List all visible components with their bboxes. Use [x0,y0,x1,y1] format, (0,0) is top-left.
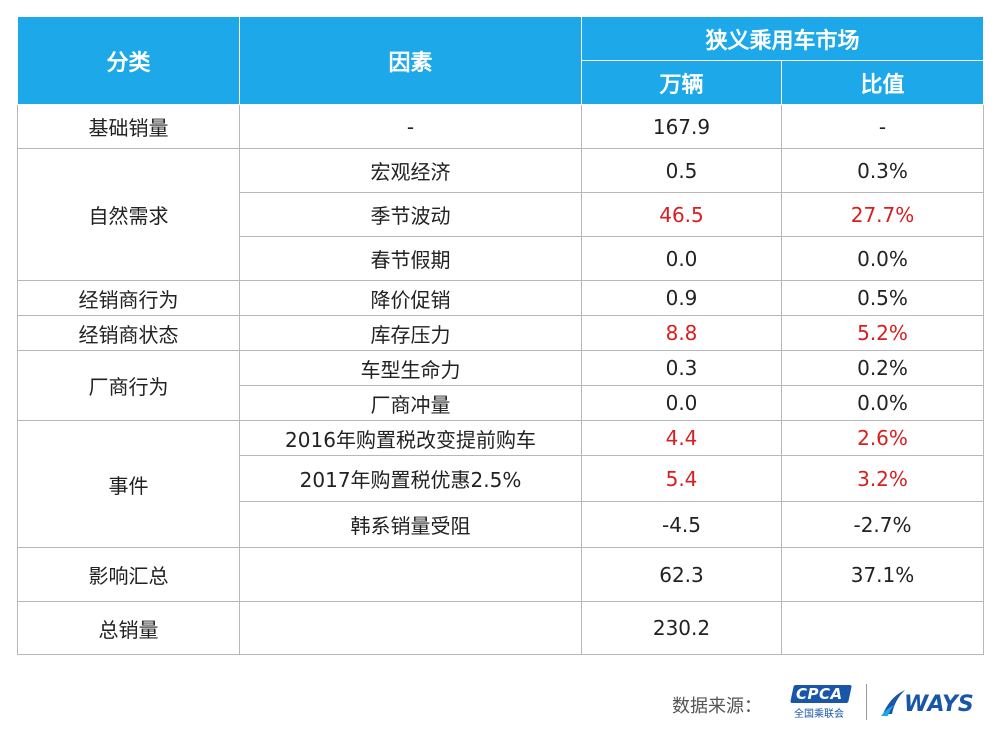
logo-divider [866,684,867,720]
factor-cell: 车型生命力 [239,350,582,386]
factor-cell: 厂商冲量 [239,385,582,421]
header-category: 分类 [17,16,240,105]
units-cell: -4.5 [581,501,782,548]
ways-logo: WAYS [880,684,980,720]
table-row: 经销商状态 库存压力 8.8 5.2% [17,315,985,351]
ratio-cell: 0.3% [780,148,985,193]
category-cell: 经销商状态 [17,315,240,351]
table-row: 2017年购置税优惠2.5% 5.4 3.2% [18,455,985,502]
factor-cell: 降价促销 [239,280,582,316]
table-row: 总销量 230.2 [17,601,985,655]
units-cell: 5.4 [581,455,782,502]
table-row: 季节波动 46.5 27.7% [18,192,985,237]
header-ratio: 比值 [780,60,985,105]
cpca-logo-text: CPCA [796,685,843,703]
cpca-logo: CPCA 全国乘联会 [790,685,852,720]
source-footer: 数据来源： CPCA 全国乘联会 WAYS [0,680,1000,730]
factor-cell [239,601,582,655]
factor-cell: 宏观经济 [239,148,582,193]
units-cell: 0.0 [581,236,782,281]
ratio-cell: - [780,104,985,149]
factor-cell: 季节波动 [239,192,582,237]
units-cell: 8.8 [581,315,782,351]
category-cell: 基础销量 [17,104,240,149]
table-row: 自然需求 宏观经济 0.5 0.3% [17,148,985,281]
category-cell: 事件 [17,420,240,548]
table-row: 经销商行为 降价促销 0.9 0.5% [17,280,985,316]
factor-cell: - [239,104,582,149]
ways-swoosh-icon [881,690,905,716]
factor-cell: 韩系销量受阻 [239,501,582,548]
ratio-cell: 0.0% [780,385,985,421]
units-cell: 0.3 [581,350,782,386]
category-cell: 经销商行为 [17,280,240,316]
units-cell: 4.4 [581,420,782,456]
factor-cell [239,547,582,602]
units-cell: 0.0 [581,385,782,421]
table-row: 韩系销量受阻 -4.5 -2.7% [18,501,985,548]
ratio-cell: -2.7% [780,501,985,548]
category-cell: 影响汇总 [17,547,240,602]
category-cell: 自然需求 [17,148,240,281]
factor-cell: 春节假期 [239,236,582,281]
ratio-cell: 27.7% [780,192,985,237]
category-cell: 厂商行为 [17,350,240,421]
ratio-cell: 0.0% [780,236,985,281]
ratio-cell: 3.2% [780,455,985,502]
header-group-title: 狭义乘用车市场 [580,16,985,61]
cpca-logo-subtext: 全国乘联会 [794,709,844,720]
ratio-cell: 5.2% [780,315,985,351]
header-units: 万辆 [581,60,782,105]
factor-cell: 2017年购置税优惠2.5% [239,455,582,502]
market-factor-table: 分类 因素 狭义乘用车市场 万辆 比值 基础销量 - 167.9 - 自然需求 … [17,16,985,655]
units-cell: 46.5 [581,192,782,237]
ratio-cell: 37.1% [780,547,985,602]
header-factor: 因素 [239,16,582,105]
factor-cell: 库存压力 [239,315,582,351]
table-row: 厂商行为 车型生命力 0.3 0.2% [17,350,985,421]
source-label: 数据来源： [672,696,762,717]
factor-cell: 2016年购置税改变提前购车 [239,420,582,456]
units-cell: 0.5 [581,148,782,193]
units-cell: 62.3 [581,547,782,602]
ratio-cell: 0.5% [780,280,985,316]
units-cell: 167.9 [581,104,782,149]
ratio-cell: 2.6% [780,420,985,456]
units-cell: 230.2 [581,601,782,655]
table-row: 基础销量 - 167.9 - [17,104,985,149]
table-row: 影响汇总 62.3 37.1% [17,547,985,602]
ratio-cell [780,601,985,655]
ratio-cell: 0.2% [780,350,985,386]
units-cell: 0.9 [581,280,782,316]
ways-logo-text: WAYS [904,692,974,717]
table-row: 事件 2016年购置税改变提前购车 4.4 2.6% [17,420,985,548]
category-cell: 总销量 [17,601,240,655]
